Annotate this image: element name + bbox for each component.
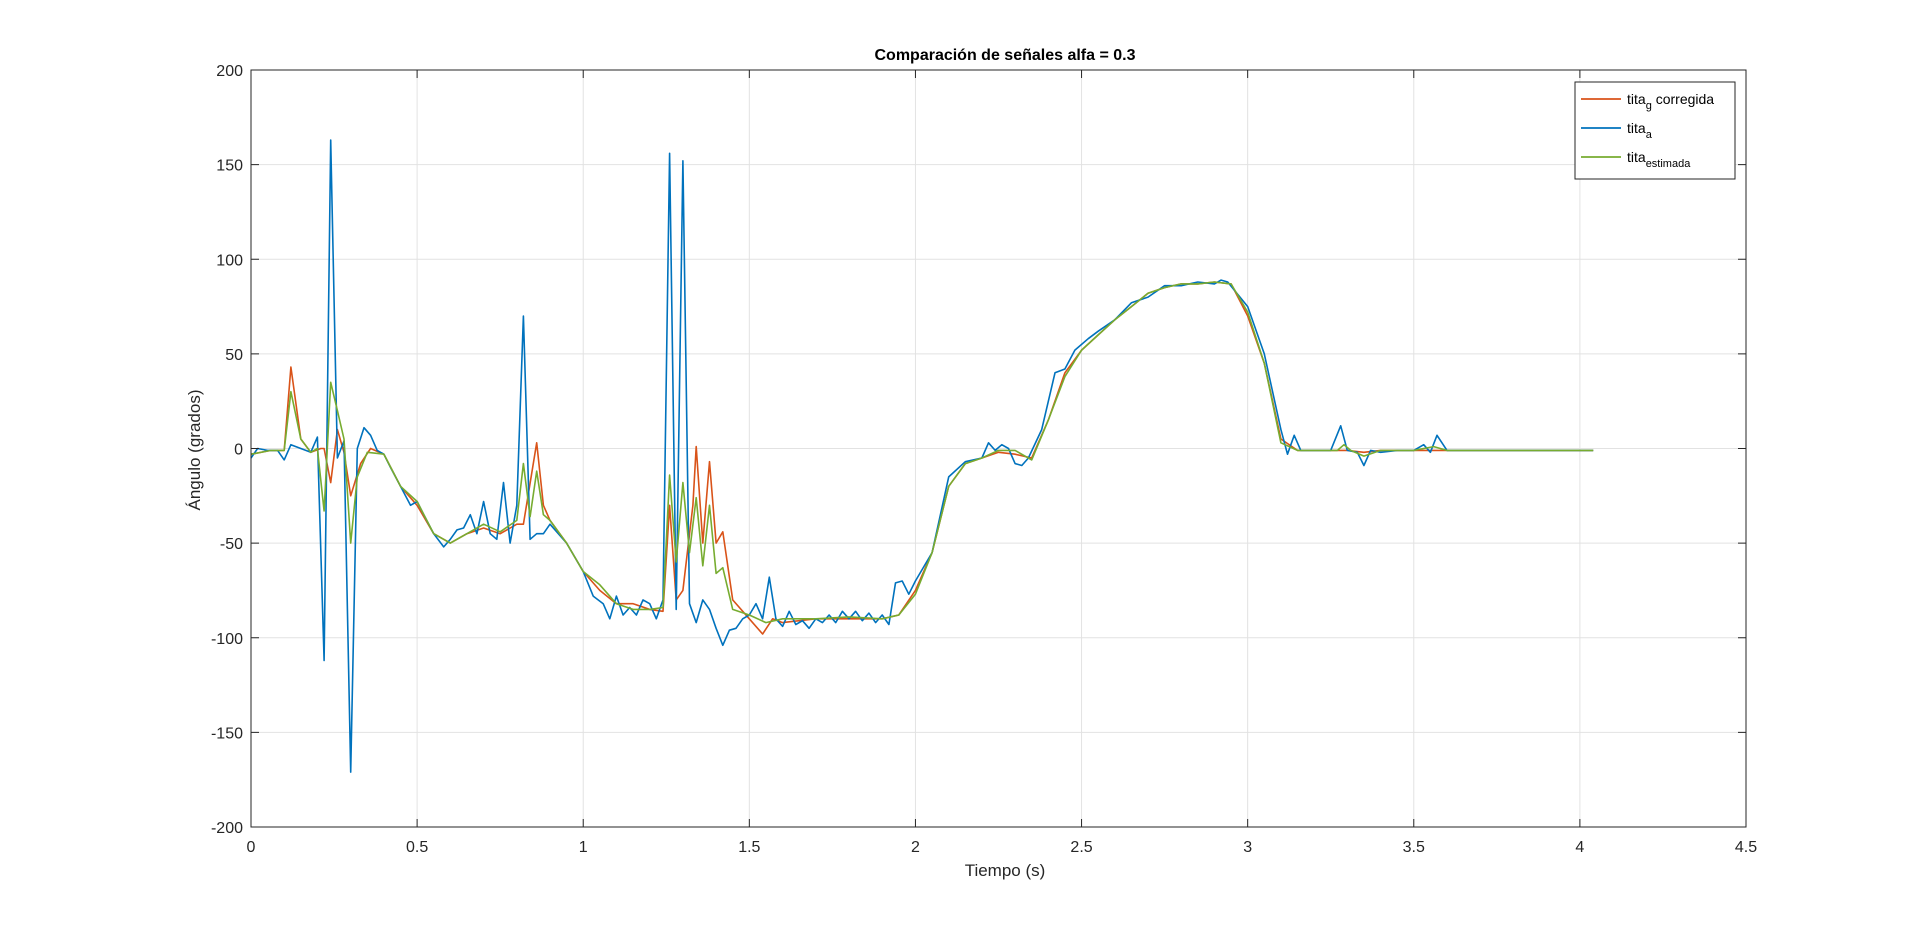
x-tick-label: 4.5: [1735, 839, 1757, 856]
y-tick-label: 50: [225, 347, 243, 364]
x-tick-label: 2: [911, 839, 920, 856]
x-tick-label: 1: [579, 839, 588, 856]
plot-area: 0 0.5 1 1.5 2 2.5 3 3.5 4 4.5 -200 -150 -100 -50 0 50 10…: [211, 63, 1757, 856]
legend-entry: titaa: [1627, 120, 1653, 141]
legend-entry: titag corregida: [1627, 91, 1714, 112]
x-tick-label: 2.5: [1070, 839, 1092, 856]
legend-entry: titaestimada: [1627, 149, 1691, 170]
y-tick-label: 150: [216, 158, 243, 175]
series-group: [250, 139, 1594, 773]
x-tick-label: 1.5: [738, 839, 760, 856]
x-axis-label: Tiempo (s): [965, 861, 1046, 880]
x-tick-label: 0.5: [406, 839, 428, 856]
y-tick-label: -150: [211, 725, 243, 742]
legend: titag corregida titaa titaestimada: [1574, 81, 1736, 180]
y-tick-label: 100: [216, 252, 243, 269]
ticks: 0 0.5 1 1.5 2 2.5 3 3.5 4 4.5 -200 -150 -100 -50 0 50 10…: [211, 63, 1757, 856]
y-tick-label: 200: [216, 63, 243, 80]
x-tick-label: 4: [1575, 839, 1584, 856]
y-tick-label: -50: [220, 536, 243, 553]
y-tick-label: -100: [211, 631, 243, 648]
chart-title: Comparación de señales alfa = 0.3: [874, 47, 1135, 64]
y-tick-label: -200: [211, 820, 243, 837]
x-tick-label: 0: [247, 839, 256, 856]
series-line-estimada: [250, 281, 1594, 624]
x-tick-label: 3: [1243, 839, 1252, 856]
y-tick-label: 0: [234, 442, 243, 459]
y-axis-label: Ángulo (grados): [185, 390, 204, 511]
x-tick-label: 3.5: [1403, 839, 1425, 856]
